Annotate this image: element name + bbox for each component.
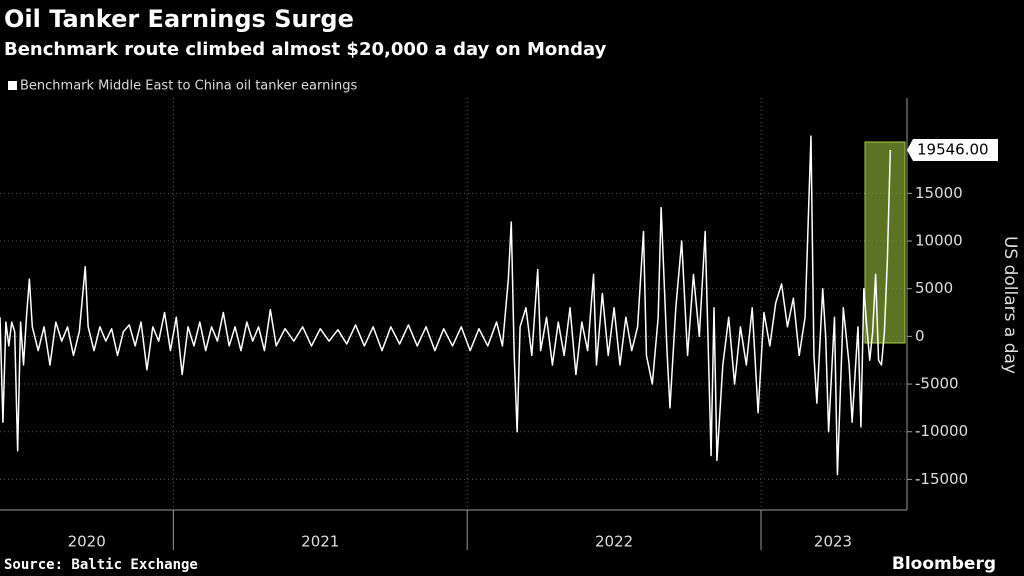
brand: Bloomberg: [892, 554, 996, 574]
x-tick-label: 2022: [595, 533, 633, 551]
x-tick-label: 2020: [68, 533, 106, 551]
source: Source: Baltic Exchange: [4, 557, 198, 573]
line: [0, 135, 892, 476]
y-tick-label: 10000: [915, 232, 963, 250]
y-axis-title: US dollars a day: [1000, 236, 1020, 374]
y-tick-label: -5000: [915, 375, 959, 393]
y-tick-label: -10000: [915, 422, 968, 440]
y-tick-label: 0: [915, 327, 925, 345]
legend-label: Benchmark Middle East to China oil tanke…: [20, 79, 357, 94]
chart-title: Oil Tanker Earnings Surge: [4, 5, 354, 33]
y-tick-label: 15000: [915, 184, 963, 202]
y-tick-label: -15000: [915, 470, 968, 488]
value-label-box: [907, 139, 998, 162]
x-tick-label: 2023: [814, 533, 852, 551]
chart-subtitle: Benchmark route climbed almost $20,000 a…: [4, 39, 607, 60]
legend-swatch: [8, 81, 17, 90]
x-tick-label: 2021: [301, 533, 339, 551]
y-tick-label: 5000: [915, 279, 953, 297]
value-label: 19546.00: [917, 141, 989, 159]
